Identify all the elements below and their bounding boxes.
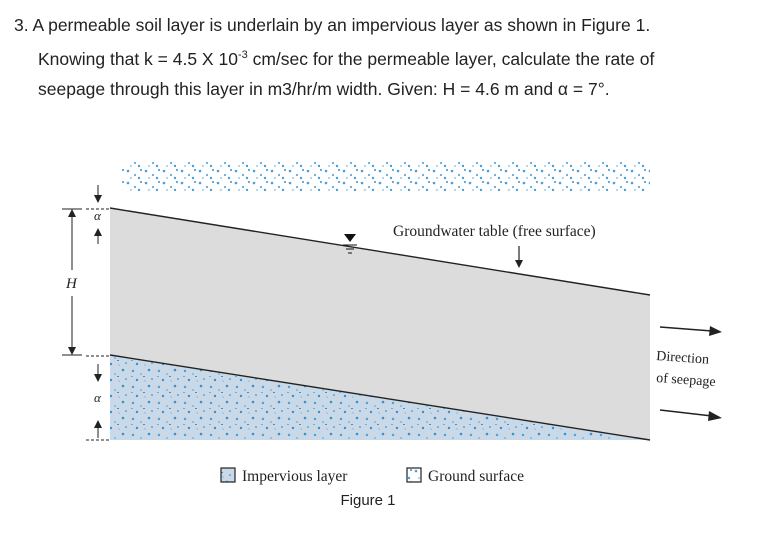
gwt-label: Groundwater table (free surface) [393,223,596,240]
legend-impervious-swatch [220,467,236,483]
gwt-arrow-head-icon [515,260,523,268]
h-arrow-up-icon [68,209,76,217]
seepage-arrow-bottom-icon [708,411,722,421]
label-H: H [65,276,78,292]
question-line-3: seepage through this layer in m3/hr/m wi… [38,78,610,99]
direction-label-2: of seepage [656,371,716,390]
alpha-upper-arrow-2-icon [94,228,102,236]
ground-surface-strip [122,161,650,191]
seepage-arrow-top [659,326,713,332]
label-alpha-upper: α [94,208,102,223]
exponent: -3 [237,49,248,61]
direction-label-1: Direction [656,349,710,368]
alpha-lower-arrow-icon [94,374,102,382]
water-table-marker-icon [344,234,356,242]
question-line-1: A permeable soil layer is underlain by a… [32,15,651,35]
question-line-2b: cm/sec for the permeable layer, calculat… [247,48,655,69]
seepage-arrow-top-icon [709,326,722,336]
legend-ground-swatch [406,467,422,483]
question-number: 3. [14,15,29,35]
question-line-2: Knowing that k = 4.5 X 10-3 cm/sec for t… [14,40,754,74]
alpha-lower-arrow-2-icon [94,420,102,428]
figure-caption: Figure 1 [340,492,396,509]
legend-ground-label: Ground surface [428,468,524,485]
h-arrow-down-icon [68,347,76,355]
permeable-layer [110,208,650,440]
label-alpha-lower: α [94,390,102,405]
question-text: 3. A permeable soil layer is underlain b… [14,10,754,104]
groundwater-table-line [109,207,651,296]
alpha-upper-arrow-icon [94,195,102,203]
question-line-2a: Knowing that k = 4.5 X 10 [38,48,238,69]
seepage-arrow-bottom [659,409,713,417]
legend-impervious-label: Impervious layer [242,468,348,485]
interface-line [109,354,651,441]
